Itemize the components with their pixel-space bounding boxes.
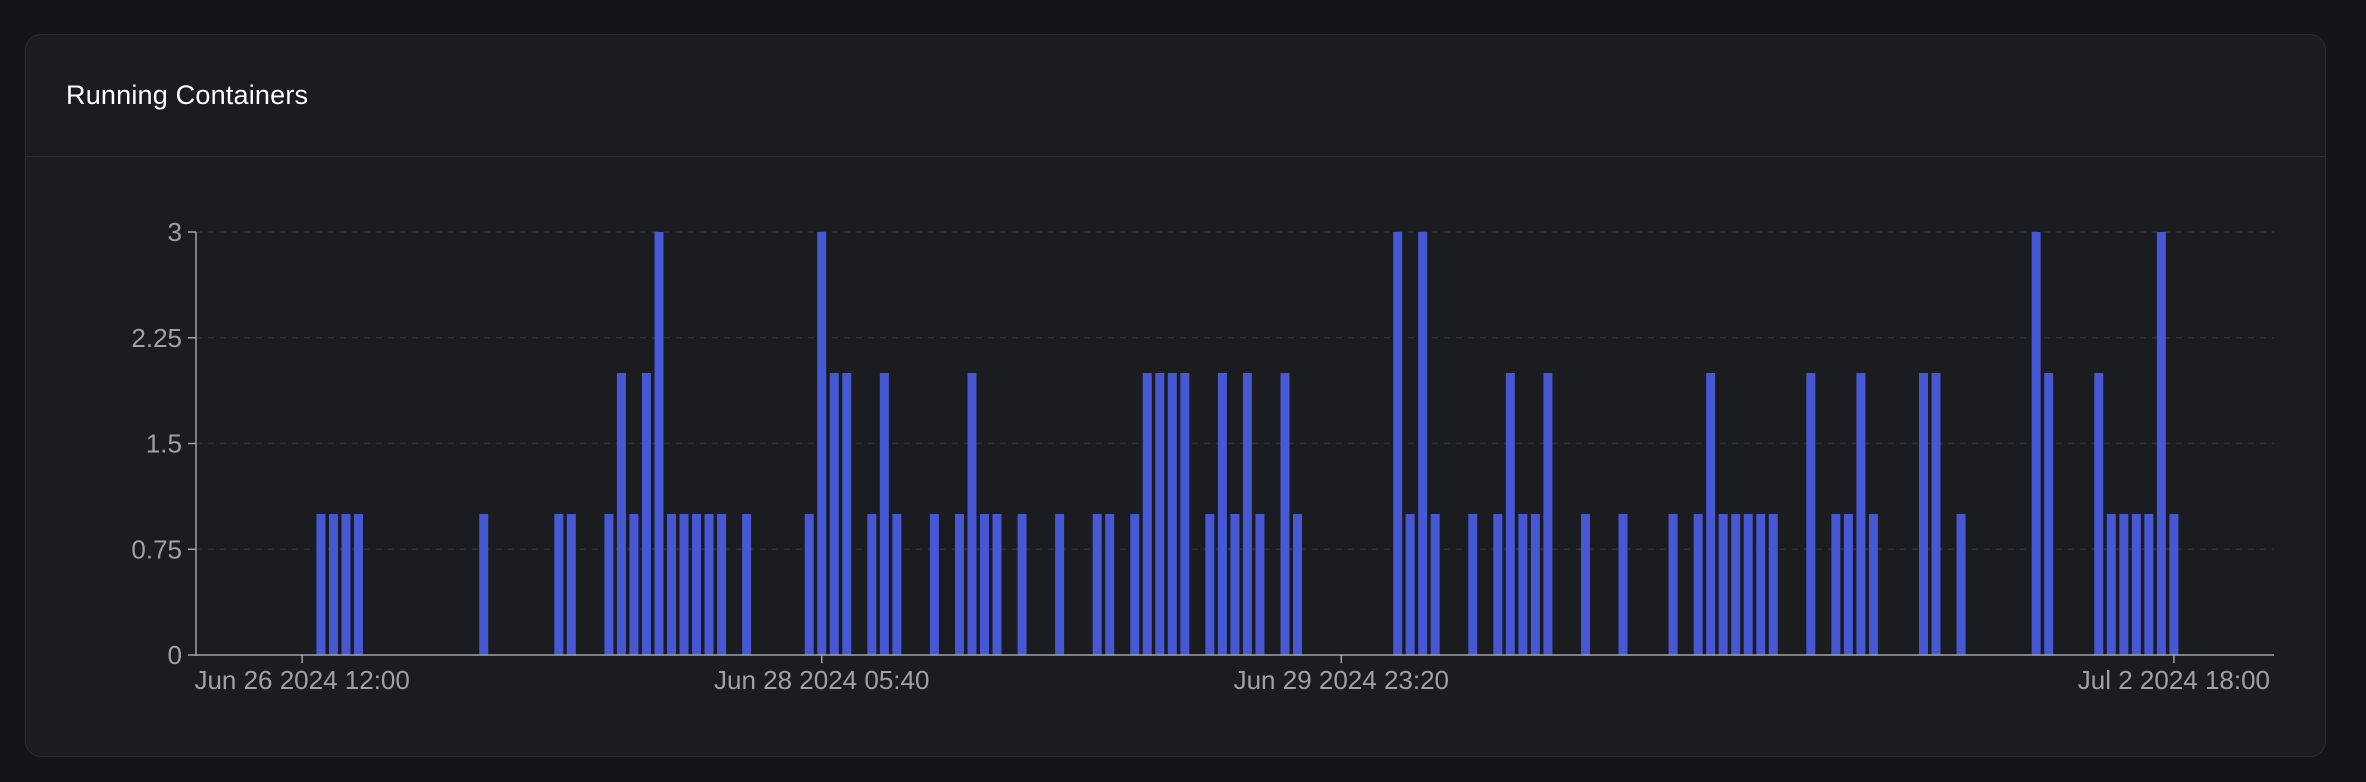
- bar: [1756, 514, 1766, 655]
- bar: [1230, 514, 1240, 655]
- bar: [604, 514, 614, 655]
- bar: [2144, 514, 2154, 655]
- bar: [2131, 514, 2141, 655]
- card-header: Running Containers: [26, 35, 2325, 157]
- bar: [2119, 514, 2129, 655]
- bar: [1105, 514, 1115, 655]
- bar: [1205, 514, 1215, 655]
- bar: [1255, 514, 1265, 655]
- bar: [817, 232, 827, 655]
- bar: [316, 514, 326, 655]
- bar: [742, 514, 752, 655]
- bar: [1618, 514, 1628, 655]
- bar: [1530, 514, 1540, 655]
- x-tick-label: Jul 2 2024 18:00: [2078, 665, 2270, 695]
- y-tick-label: 3: [168, 217, 182, 247]
- bar: [1180, 373, 1190, 655]
- bar: [1580, 514, 1590, 655]
- bar: [1543, 373, 1553, 655]
- bar: [1430, 514, 1440, 655]
- card-title: Running Containers: [66, 80, 309, 110]
- bar: [1468, 514, 1478, 655]
- bar: [1693, 514, 1703, 655]
- bar: [1293, 514, 1302, 655]
- y-tick-label: 1.5: [146, 429, 182, 459]
- bar: [1092, 514, 1102, 655]
- bar: [1768, 514, 1778, 655]
- bar: [1155, 373, 1165, 655]
- bar: [1931, 373, 1941, 655]
- bar: [1806, 373, 1816, 655]
- bar: [2031, 232, 2041, 655]
- bar: [641, 373, 651, 655]
- bar: [829, 373, 839, 655]
- bar: [2156, 232, 2166, 655]
- bar: [328, 514, 338, 655]
- bar: [1518, 514, 1528, 655]
- bar: [954, 514, 964, 655]
- y-tick-label: 2.25: [131, 323, 182, 353]
- bar: [1393, 232, 1403, 655]
- bar: [1831, 514, 1841, 655]
- bar: [929, 514, 939, 655]
- bar: [667, 514, 676, 655]
- bar: [1242, 373, 1252, 655]
- bar: [1493, 514, 1503, 655]
- bar: [1055, 514, 1065, 655]
- x-tick-label: Jun 26 2024 12:00: [194, 665, 409, 695]
- x-tick-label: Jun 28 2024 05:40: [714, 665, 929, 695]
- bar: [867, 514, 877, 655]
- bar: [1706, 373, 1716, 655]
- bar: [967, 373, 977, 655]
- bar: [992, 514, 1002, 655]
- bar: [341, 514, 351, 655]
- bar: [1956, 514, 1966, 655]
- bar: [2106, 514, 2116, 655]
- bar: [1167, 373, 1177, 655]
- bar: [616, 373, 626, 655]
- bar: [1856, 373, 1866, 655]
- bar: [1017, 514, 1027, 655]
- x-tick-label: Jun 29 2024 23:20: [1234, 665, 1449, 695]
- bar: [1843, 514, 1853, 655]
- bar: [479, 514, 489, 655]
- bar: [1505, 373, 1515, 655]
- bar: [717, 514, 727, 655]
- bar: [1418, 232, 1428, 655]
- y-tick-label: 0: [168, 640, 182, 670]
- bar: [980, 514, 989, 655]
- bar: [804, 514, 814, 655]
- bar: [679, 514, 689, 655]
- bar: [1668, 514, 1678, 655]
- bar: [2094, 373, 2104, 655]
- bar: [1217, 373, 1227, 655]
- bar: [354, 514, 363, 655]
- bar: [1919, 373, 1928, 655]
- bar: [842, 373, 852, 655]
- bar: [1405, 514, 1415, 655]
- bar: [654, 232, 664, 655]
- y-tick-label: 0.75: [131, 534, 182, 564]
- bar: [1130, 514, 1140, 655]
- bar: [1731, 514, 1741, 655]
- bar: [2169, 514, 2179, 655]
- bar: [1743, 514, 1753, 655]
- bar: [704, 514, 714, 655]
- bar: [1718, 514, 1728, 655]
- bar: [1280, 373, 1290, 655]
- bar: [692, 514, 702, 655]
- bar: [1142, 373, 1152, 655]
- bar: [879, 373, 889, 655]
- bar: [892, 514, 902, 655]
- bar: [566, 514, 576, 655]
- bar: [629, 514, 639, 655]
- bar: [554, 514, 564, 655]
- bar: [1868, 514, 1878, 655]
- bar: [2044, 373, 2054, 655]
